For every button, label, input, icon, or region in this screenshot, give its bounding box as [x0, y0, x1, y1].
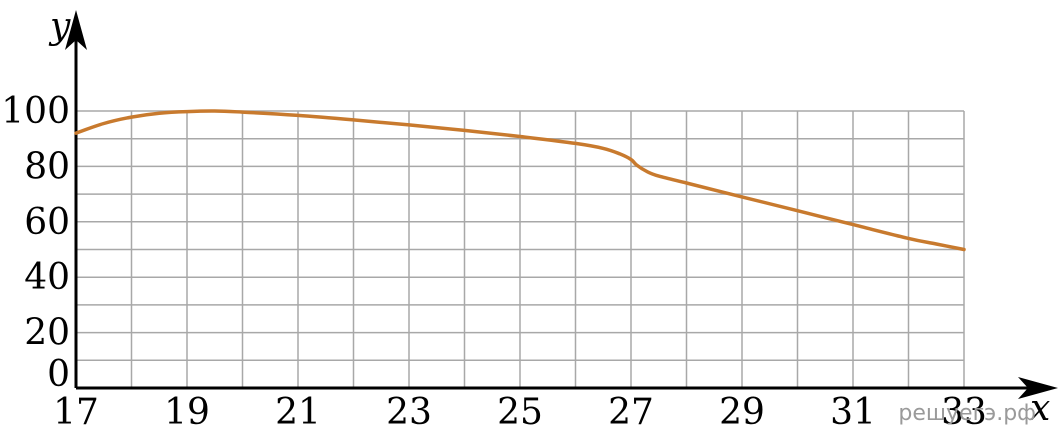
x-tick-label: 17	[53, 392, 99, 433]
y-tick-label: 20	[24, 313, 70, 354]
grid	[76, 110, 965, 388]
y-axis-arrow	[65, 10, 87, 50]
y-tick-label: 60	[24, 202, 70, 243]
watermark-text: решуегэ.рф	[898, 401, 1036, 426]
x-tick-label: 25	[497, 392, 543, 433]
series-line	[74, 109, 966, 252]
x-tick-label: 33	[941, 392, 987, 433]
x-tick-labels: 17 19 21 23 25 27 29 31 33	[53, 392, 987, 433]
x-tick-label: 27	[608, 392, 654, 433]
y-tick-labels: 020 40 60 80 100	[1, 91, 70, 395]
x-axis-arrow	[1018, 377, 1058, 399]
x-tick-label: 23	[386, 392, 432, 433]
y-tick-label: 0	[47, 354, 70, 395]
y-tick-label: 80	[24, 146, 70, 187]
x-tick-label: 31	[830, 392, 876, 433]
x-axis-label: x	[1030, 388, 1050, 429]
y-tick-label: 100	[1, 91, 70, 132]
y-axis-label: y	[48, 6, 71, 47]
series-group	[74, 109, 966, 252]
x-tick-label: 19	[164, 392, 210, 433]
x-tick-label: 21	[275, 392, 321, 433]
y-tick-label: 40	[24, 257, 70, 298]
x-tick-label: 29	[719, 392, 765, 433]
axes	[65, 10, 1058, 399]
